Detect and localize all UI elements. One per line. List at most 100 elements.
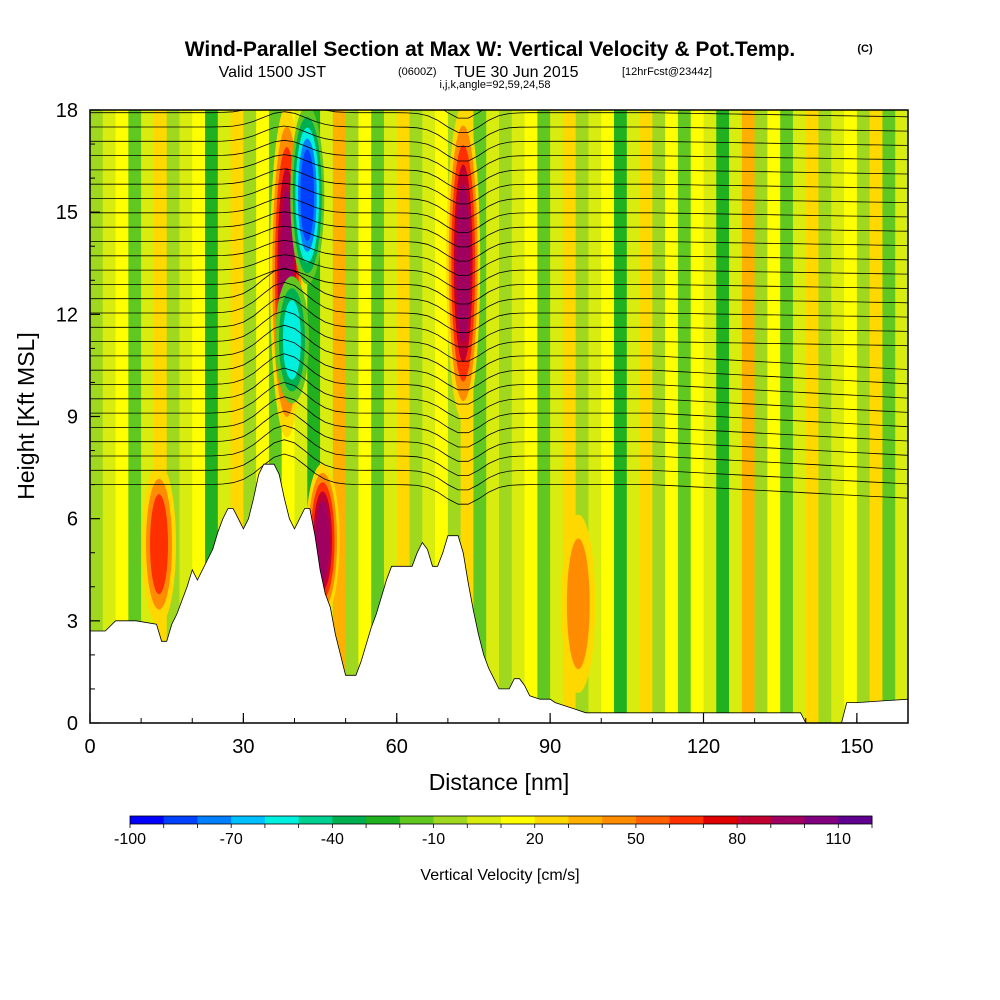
colorbar-swatch: [568, 816, 603, 824]
colorbar-swatch: [703, 816, 738, 824]
chart-title: Wind-Parallel Section at Max W: Vertical…: [185, 38, 796, 61]
colorbar-tick-label: 80: [728, 831, 746, 848]
velocity-strip: [614, 110, 628, 723]
colorbar-swatch: [130, 816, 165, 824]
colorbar-tick-label: -100: [114, 831, 146, 848]
velocity-strip: [818, 110, 832, 723]
colorbar-swatch: [298, 816, 333, 824]
colorbar-tick-label: -40: [321, 831, 344, 848]
isentrope-line: [90, 225, 908, 262]
y-tick-label: 3: [67, 611, 78, 633]
velocity-strip: [358, 110, 372, 723]
velocity-strip: [677, 110, 692, 723]
colorbar-swatch: [804, 816, 839, 824]
x-tick-label: 120: [687, 736, 720, 758]
velocity-strip: [856, 110, 871, 723]
colorbar-swatch: [366, 816, 401, 824]
velocity-strip: [882, 110, 896, 723]
isentrope-line: [90, 168, 908, 205]
x-tick-label: 150: [840, 736, 873, 758]
colorbar-tick-label: -70: [220, 831, 243, 848]
colorbar-swatch: [467, 816, 502, 824]
velocity-strip: [869, 110, 883, 723]
velocity-strip: [690, 110, 704, 723]
copyright-mark: (C): [857, 43, 873, 55]
isentrope-line: [90, 367, 908, 419]
x-tick-label: 90: [539, 736, 561, 758]
colorbar-swatch: [433, 816, 468, 824]
isentrope-line: [90, 182, 908, 219]
velocity-strip: [895, 110, 908, 723]
velocity-strip: [741, 110, 756, 723]
isentrope-line: [90, 339, 908, 391]
velocity-strip: [844, 110, 858, 723]
y-tick-label: 0: [67, 713, 78, 735]
colorbar-swatch: [635, 816, 671, 824]
colorbar-swatch: [770, 816, 806, 824]
isentrope-line: [90, 424, 908, 476]
x-tick-label: 60: [386, 736, 408, 758]
forecast-label: [12hrFcst@2344z]: [622, 66, 712, 78]
y-axis: 0 3 6 9 12 15 18: [56, 100, 100, 735]
isentrope-line: [90, 268, 908, 305]
colorbar-swatch: [231, 816, 266, 824]
velocity-strip: [179, 110, 193, 723]
velocity-strip: [767, 110, 781, 723]
velocity-strip: [371, 110, 385, 723]
velocity-strip: [729, 110, 743, 723]
colorbar-swatch: [737, 816, 772, 824]
velocity-strip: [102, 110, 117, 723]
colorbar-swatch: [163, 816, 198, 824]
isentrope-line: [90, 211, 908, 248]
isentrope-line: [90, 239, 908, 276]
colorbar-swatch: [264, 816, 300, 824]
velocity-strip: [499, 110, 513, 723]
colorbar-title: Vertical Velocity [cm/s]: [420, 867, 579, 884]
isentrope-line: [90, 410, 908, 462]
y-axis-label: Height [Kft MSL]: [13, 332, 39, 499]
isentrope-line: [90, 396, 908, 448]
valid-date-label: TUE 30 Jun 2015: [454, 64, 579, 81]
y-tick-label: 9: [67, 407, 78, 429]
velocity-strip: [639, 110, 653, 723]
velocity-strip: [601, 110, 615, 723]
isentrope-line: [90, 111, 908, 148]
isentrope-line: [90, 154, 908, 190]
velocity-strip: [626, 110, 641, 723]
isentrope-line: [90, 296, 908, 348]
isentrope-line: [90, 110, 908, 133]
colorbar-swatch: [332, 816, 367, 824]
colorbar-swatch: [534, 816, 569, 824]
velocity-strip: [115, 110, 129, 723]
velocity-strip: [652, 110, 666, 723]
x-axis: 0 30 60 90 120 150: [84, 713, 874, 758]
isentrope-line: [90, 381, 908, 434]
isentrope-line: [90, 353, 908, 405]
updraft-core: [456, 184, 471, 343]
colorbar-swatch: [838, 816, 873, 824]
updraft-core: [566, 538, 590, 670]
isentrope-line: [90, 439, 908, 491]
velocity-cores: [142, 110, 596, 693]
colorbar: -100 -70 -40 -10 20 50 80 110: [114, 815, 873, 848]
valid-utc-label: (0600Z): [398, 66, 437, 78]
isentrope-line: [90, 139, 908, 176]
section-params-label: i,j,k,angle=92,59,24,58: [439, 79, 550, 91]
velocity-strip: [511, 110, 526, 723]
updraft-core: [315, 500, 330, 581]
isentrope-line: [90, 254, 908, 291]
velocity-strip: [550, 110, 564, 723]
y-tick-label: 6: [67, 509, 78, 531]
isentrope-line: [90, 197, 908, 233]
velocity-strip: [524, 110, 538, 723]
y-tick-label: 12: [56, 304, 78, 326]
velocity-strip: [831, 110, 845, 723]
velocity-strip: [792, 110, 807, 723]
velocity-strip: [345, 110, 359, 723]
colorbar-swatch: [602, 816, 637, 824]
velocity-strip: [780, 110, 794, 723]
y-tick-label: 15: [56, 202, 78, 224]
isentrope-line: [90, 267, 908, 319]
isentrope-line: [90, 310, 908, 362]
velocity-strip: [665, 110, 679, 723]
